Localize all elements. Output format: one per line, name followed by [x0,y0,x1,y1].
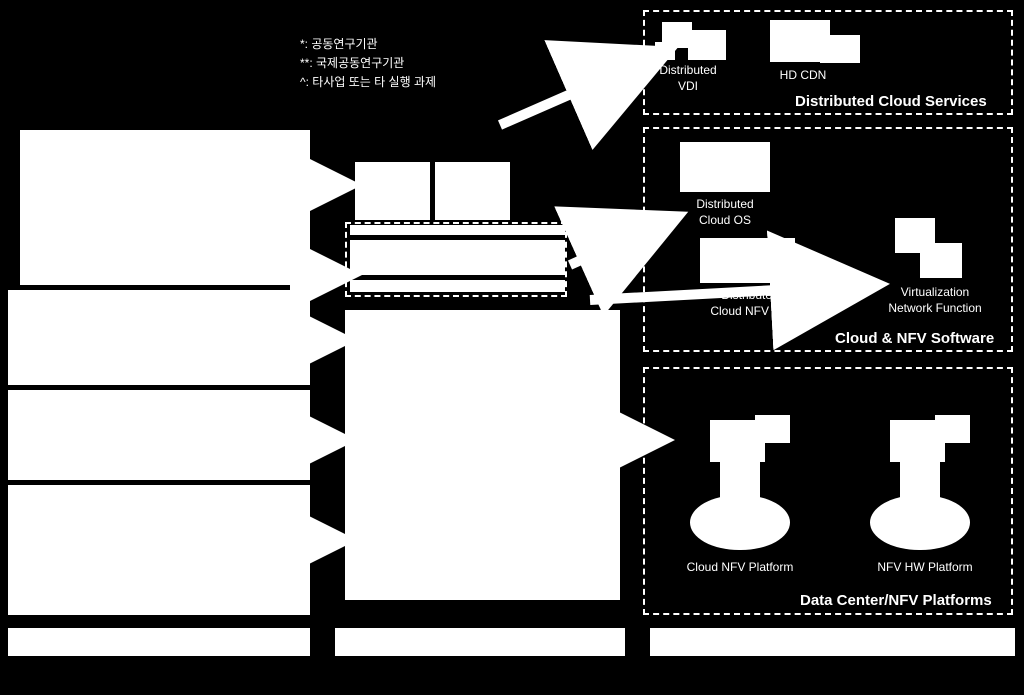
mid-dashed-box [345,222,567,297]
platforms-box [643,367,1013,615]
nfv-os-label: Distributed Cloud NFV OS [700,288,800,319]
cloud-nfv-label: Cloud NFV Platform [670,560,810,576]
left-block-2 [8,290,310,385]
nfv-os-icon [700,238,795,283]
mid-block-top-right [435,162,510,220]
cloud-os-label: Distributed Cloud OS [680,197,770,228]
legend-line2: **: 국제공동연구기관 [300,54,436,73]
right-bottom-bar [650,628,1015,656]
cloud-nfv-icon-base [690,495,790,550]
legend-line3: ^: 타사업 또는 타 실행 과제 [300,73,436,92]
nfv-hw-icon-base [870,495,970,550]
vnf-label: Virtualization Network Function [875,285,995,316]
vnf-icon-2 [920,243,962,278]
mid-bottom-bar [335,628,625,656]
nfv-hw-label: NFV HW Platform [855,560,995,576]
vdi-icon-2 [688,30,726,60]
mid-block-top-left [355,162,430,220]
nfv-hw-icon-flag [935,415,970,443]
cloud-os-icon [680,142,770,192]
cdn-icon-2 [820,35,860,63]
left-block-3 [8,390,310,480]
left-block-4 [8,485,310,615]
mid-block-large [345,310,620,600]
legend-block: *: 공동연구기관 **: 국제공동연구기관 ^: 타사업 또는 타 실행 과제 [300,35,436,93]
nfv-hw-icon-stem [900,460,940,500]
cdn-label: HD CDN [768,68,838,84]
left-bottom-bar [8,628,310,656]
vdi-label: Distributed VDI [648,63,728,94]
left-block-1 [20,130,310,285]
cloud-nfv-icon-stem [720,460,760,500]
platforms-title: Data Center/NFV Platforms [800,592,992,609]
cloud-nfv-icon-flag [755,415,790,443]
software-title: Cloud & NFV Software [835,330,994,347]
legend-line1: *: 공동연구기관 [300,35,436,54]
vdi-icon-3 [655,42,675,60]
services-title: Distributed Cloud Services [795,93,987,110]
